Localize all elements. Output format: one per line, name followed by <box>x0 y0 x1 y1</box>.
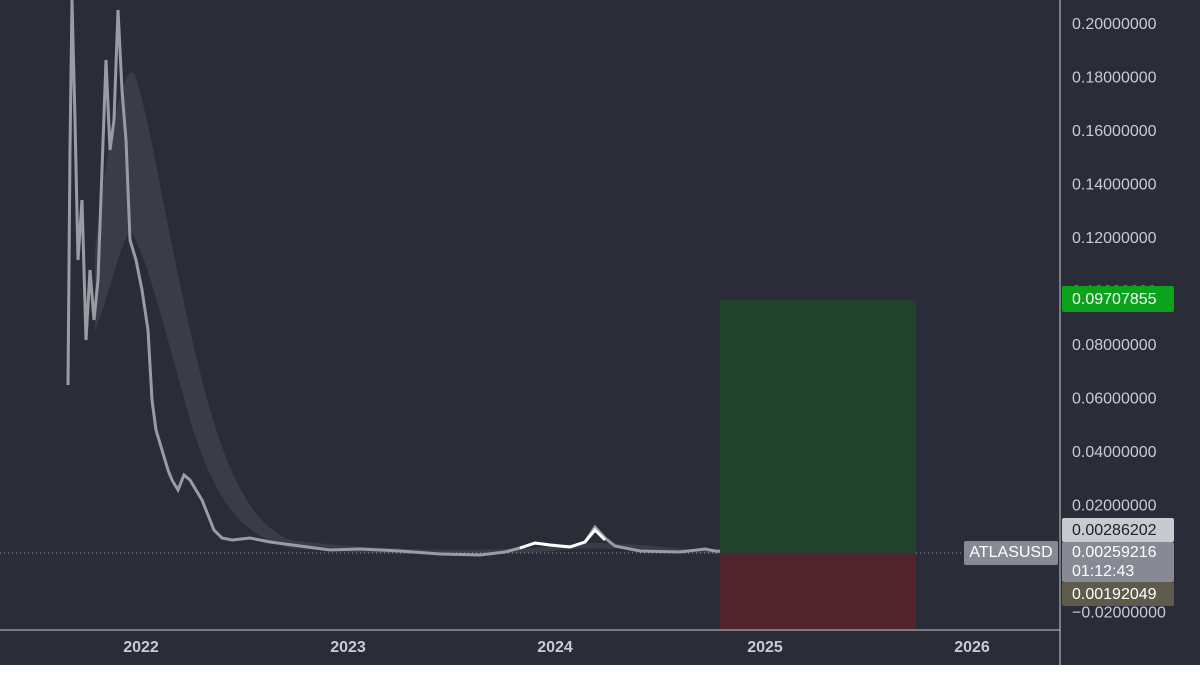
time-tick-label: 2024 <box>537 639 573 656</box>
price-tick-label: 0.16000000 <box>1072 123 1157 140</box>
stop-tag <box>1062 582 1174 606</box>
price-tick-label: 0.08000000 <box>1072 337 1157 354</box>
last-tag <box>1062 542 1174 582</box>
price-tick-label: 0.14000000 <box>1072 177 1157 194</box>
time-tick-label: 2026 <box>954 639 990 656</box>
price-tick-label: 0.12000000 <box>1072 230 1157 247</box>
price-tick-label: 0.06000000 <box>1072 391 1157 408</box>
countdown: 01:12:43 <box>1072 563 1134 580</box>
high-price: 0.00286202 <box>1072 522 1157 539</box>
time-tick-label: 2023 <box>330 639 366 656</box>
recent-candles <box>519 527 607 550</box>
price-tick-label: 0.20000000 <box>1072 16 1157 33</box>
symbol-tag <box>964 541 1058 565</box>
time-tick-label: 2025 <box>747 639 783 656</box>
profit-zone <box>720 300 916 554</box>
symbol: ATLASUSD <box>969 544 1052 561</box>
bottom-edge <box>0 665 1200 675</box>
time-tick-label: 2022 <box>123 639 159 656</box>
last-price: 0.00259216 <box>1072 544 1157 561</box>
price-tick-label: −0.02000000 <box>1072 605 1166 622</box>
target-price: 0.09707855 <box>1072 291 1157 308</box>
price-tick-label: 0.18000000 <box>1072 70 1157 87</box>
price-tick-label: 0.04000000 <box>1072 444 1157 461</box>
stop-price: 0.00192049 <box>1072 586 1157 603</box>
target-tag <box>1062 286 1174 312</box>
high-tag <box>1062 518 1174 542</box>
loss-zone <box>720 554 916 630</box>
price-tick-label: 0.02000000 <box>1072 498 1157 515</box>
